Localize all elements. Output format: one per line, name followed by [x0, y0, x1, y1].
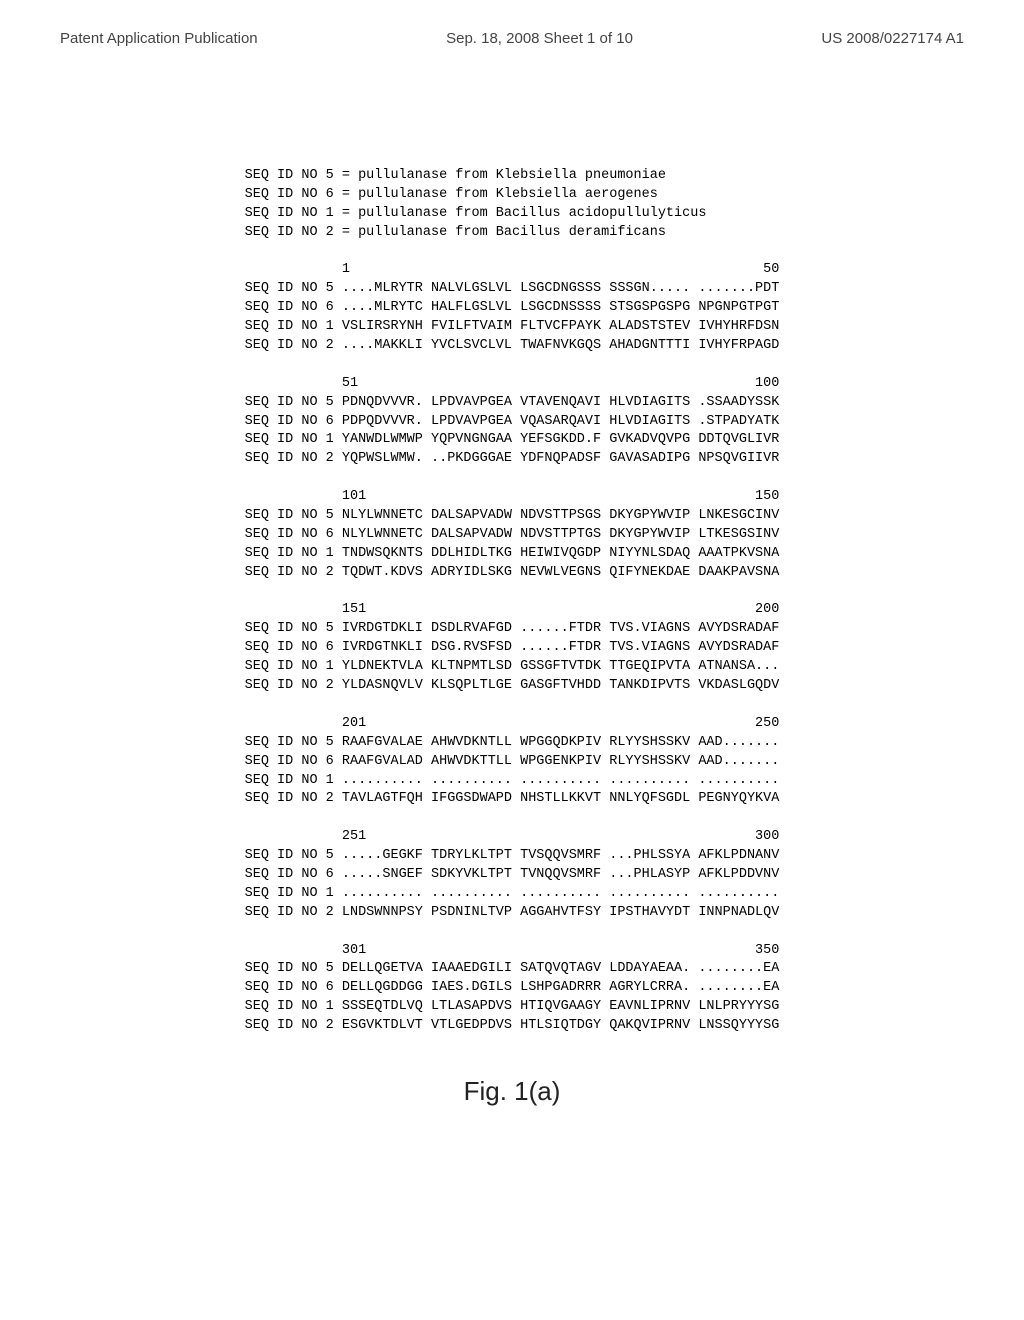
header-right: US 2008/0227174 A1	[821, 30, 964, 47]
header-center: Sep. 18, 2008 Sheet 1 of 10	[446, 30, 633, 47]
figure-label: Fig. 1(a)	[0, 1076, 1024, 1107]
alignment-block: SEQ ID NO 5 = pullulanase from Klebsiell…	[0, 47, 1024, 1036]
alignment-text: SEQ ID NO 5 = pullulanase from Klebsiell…	[245, 167, 780, 1036]
header-left: Patent Application Publication	[60, 30, 258, 47]
page-header: Patent Application Publication Sep. 18, …	[0, 0, 1024, 47]
